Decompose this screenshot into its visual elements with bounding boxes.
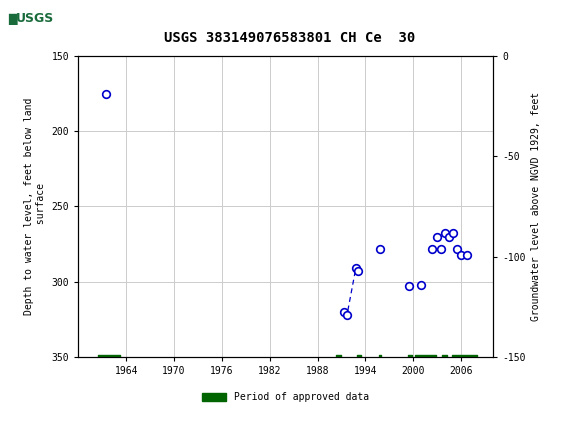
Y-axis label: Depth to water level, feet below land
 surface: Depth to water level, feet below land su…	[24, 98, 46, 315]
Legend: Period of approved data: Period of approved data	[198, 388, 373, 406]
Text: █: █	[8, 13, 16, 25]
Text: USGS 383149076583801 CH Ce  30: USGS 383149076583801 CH Ce 30	[164, 31, 416, 45]
Text: USGS: USGS	[16, 12, 54, 25]
Y-axis label: Groundwater level above NGVD 1929, feet: Groundwater level above NGVD 1929, feet	[531, 92, 541, 321]
Bar	[4, 4, 66, 33]
